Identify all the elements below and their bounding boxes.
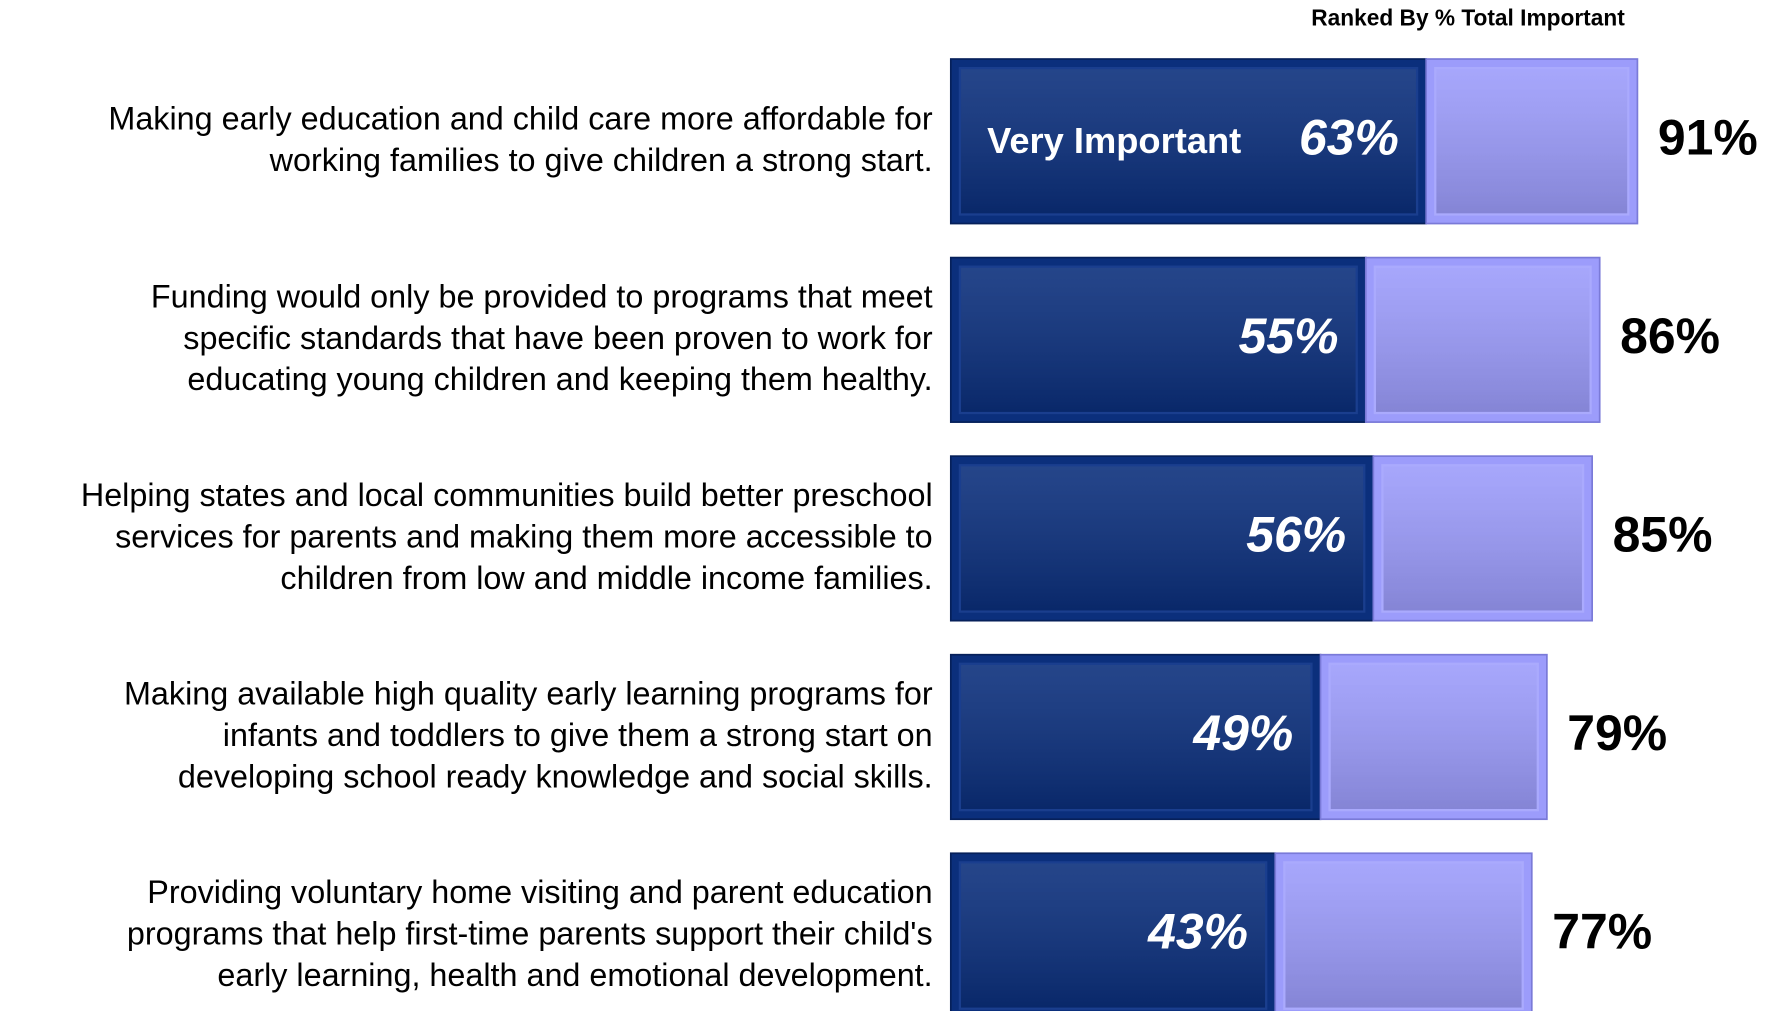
category-line: working families to give children a stro…: [269, 142, 933, 178]
category-line: services for parents and making them mor…: [115, 518, 933, 554]
total-label: 86%: [1620, 308, 1720, 364]
category-line: Providing voluntary home visiting and pa…: [147, 874, 932, 910]
total-label: 91%: [1658, 109, 1758, 165]
bar-bevel: [1434, 66, 1630, 216]
chart-title: Ranked By % Total Important: [1311, 4, 1625, 30]
total-label: 77%: [1552, 904, 1652, 960]
value-label: 43%: [1147, 904, 1248, 960]
category-line: Making available high quality early lear…: [124, 675, 933, 711]
category-line: Funding would only be provided to progra…: [151, 278, 933, 314]
bar-bevel: [958, 861, 1268, 1010]
bar-bevel: [1381, 464, 1585, 613]
category-label: Helping states and local communities bui…: [81, 477, 933, 596]
bar-bevel: [958, 66, 1419, 216]
category-line: specific standards that have been proven…: [183, 319, 933, 355]
category-line: programs that help first-time parents su…: [127, 915, 933, 951]
bar-bevel: [1328, 662, 1539, 812]
value-label: 55%: [1239, 308, 1339, 364]
category-label: Making available high quality early lear…: [124, 675, 933, 794]
category-line: early learning, health and emotional dev…: [217, 956, 932, 992]
category-line: Making early education and child care mo…: [108, 100, 932, 136]
series-label: Very Important: [987, 120, 1241, 161]
category-line: infants and toddlers to give them a stro…: [223, 717, 933, 753]
value-label: 49%: [1192, 705, 1293, 761]
total-label: 85%: [1613, 507, 1713, 563]
total-label: 79%: [1567, 705, 1667, 761]
category-line: educating young children and keeping the…: [187, 361, 932, 397]
bar-bevel: [958, 662, 1313, 812]
category-line: developing school ready knowledge and so…: [178, 758, 933, 794]
category-line: Helping states and local communities bui…: [81, 477, 933, 513]
category-label: Funding would only be provided to progra…: [151, 278, 933, 397]
category-line: children from low and middle income fami…: [280, 559, 932, 595]
value-label: 63%: [1299, 109, 1399, 165]
category-label: Making early education and child care mo…: [108, 100, 932, 177]
bar-bevel: [1373, 265, 1592, 415]
bar-bevel: [958, 464, 1366, 613]
value-label: 56%: [1246, 507, 1346, 563]
category-label: Providing voluntary home visiting and pa…: [127, 874, 933, 993]
bar-bevel: [1283, 861, 1524, 1010]
bar-bevel: [958, 265, 1358, 415]
